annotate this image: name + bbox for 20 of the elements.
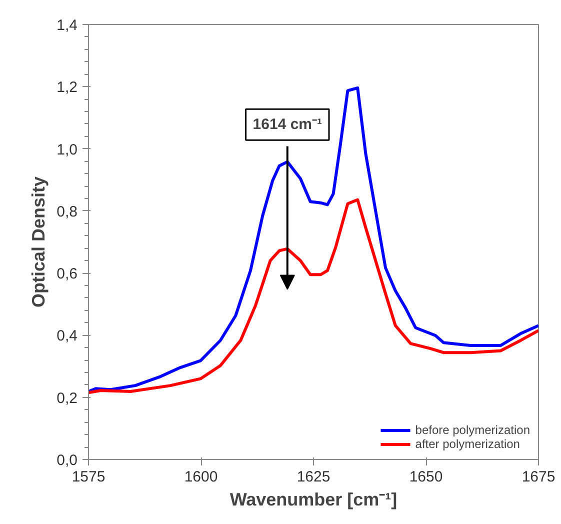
y-tick-label: 0,2 — [56, 390, 78, 407]
x-tick-label: 1600 — [184, 468, 218, 486]
y-axis-title: Optical Density — [28, 176, 49, 308]
legend-label: after polymerization — [415, 437, 520, 451]
y-tick-label: 0,6 — [56, 266, 78, 283]
y-tick-label: 0,4 — [56, 328, 78, 345]
x-tick-label: 1650 — [409, 468, 443, 486]
x-tick-label: 1675 — [522, 468, 556, 486]
line-series — [88, 86, 538, 393]
y-tick-label: 1,2 — [56, 79, 78, 96]
y-tick-label: 0,8 — [56, 203, 78, 220]
y-tick-label: 0,0 — [56, 452, 78, 469]
legend-label: before polymerization — [415, 423, 530, 437]
x-axis-title: Wavenumber [cm⁻¹] — [230, 490, 398, 510]
x-tick-label: 1625 — [296, 468, 330, 486]
annotation: 1614 cm⁻¹ — [252, 116, 322, 134]
x-tick-label: 1575 — [72, 468, 106, 486]
y-tick-label: 1,4 — [56, 17, 78, 34]
y-tick-label: 1,0 — [56, 141, 78, 158]
line-series — [88, 198, 538, 394]
